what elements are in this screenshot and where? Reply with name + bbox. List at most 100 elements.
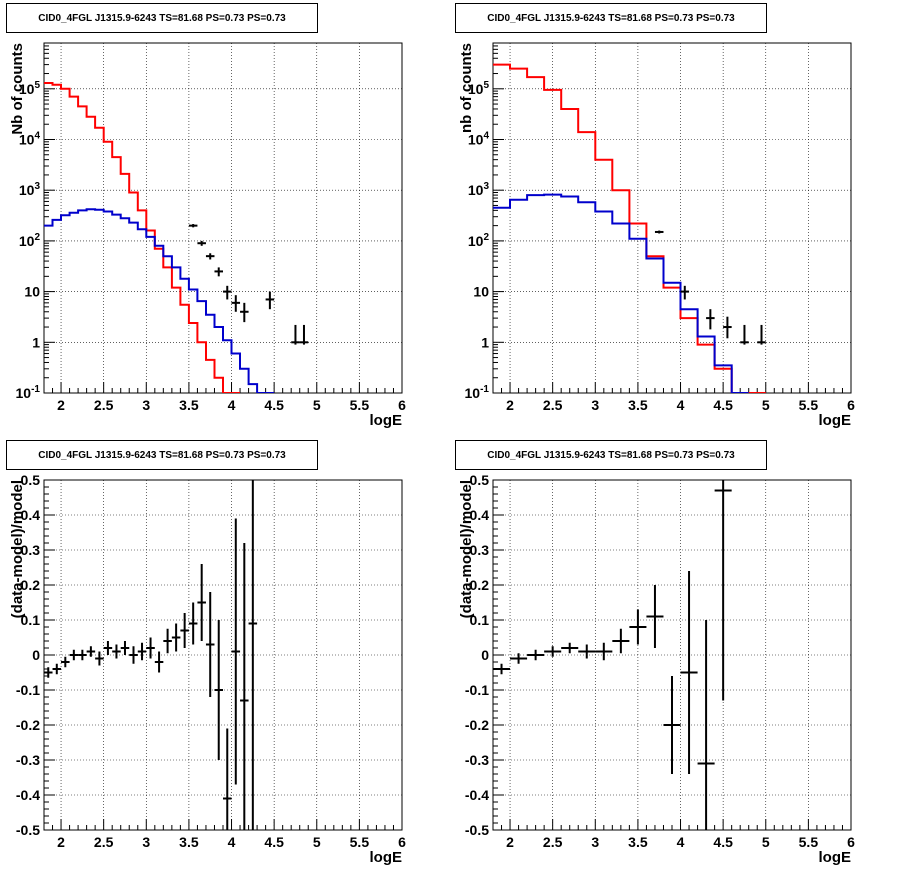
x-tick-label: 4.5 (264, 397, 284, 413)
residual-panel-left: 2 2.5 3 3.5 4 4.5 5 5.5 6 -0.5 -0.4 -0.3 -0.2 -0.1 0 0.… (0, 437, 449, 874)
x-tick-label: 4.5 (713, 397, 733, 413)
y-tick-label: -0.5 (465, 822, 489, 838)
x-tick-label: 4.5 (264, 834, 284, 850)
x-tick-label: 2 (57, 397, 65, 413)
x-tick-label: 4 (228, 834, 236, 850)
x-tick-label: 6 (847, 834, 855, 850)
x-tick-label: 5.5 (799, 397, 819, 413)
y-tick-label: 104 (19, 130, 41, 147)
y-tick-label: 1 (32, 334, 40, 350)
histogram-step-series (44, 82, 240, 393)
y-tick-label: -0.4 (16, 787, 40, 803)
x-tick-label: 2 (57, 834, 65, 850)
chart-title: CID0_4FGL J1315.9-6243 TS=81.68 PS=0.73 … (6, 440, 318, 470)
plot-area (493, 480, 732, 830)
residual-panel-right: 2 2.5 3 3.5 4 4.5 5 5.5 6 -0.5 -0.4 -0.3 -0.2 -0.1 0 0.… (449, 437, 898, 874)
y-tick-label: 105 (468, 80, 490, 97)
y-tick-label: 0.2 (21, 577, 41, 593)
x-tick-label: 4 (228, 397, 236, 413)
y-tick-label: 0.5 (21, 472, 41, 488)
x-tick-label: 5 (762, 397, 770, 413)
x-tick-label: 4 (677, 834, 685, 850)
x-tick-label: 3.5 (179, 834, 199, 850)
x-tick-label: 5 (313, 834, 321, 850)
x-tick-label: 2 (506, 834, 514, 850)
x-tick-label: 5.5 (350, 397, 370, 413)
x-tick-label: 2 (506, 397, 514, 413)
x-tick-label: 2.5 (543, 834, 563, 850)
y-tick-label: -0.3 (465, 752, 489, 768)
residual-chart-right: 2 2.5 3 3.5 4 4.5 5 5.5 6 -0.5 -0.4 -0.3 -0.2 -0.1 0 0.… (458, 472, 855, 866)
plot-frame (492, 42, 852, 394)
counts-chart-right: 2 2.5 3 3.5 4 4.5 5 5.5 6 10-1 1 10 102 103 104 105 logE… (458, 42, 855, 429)
y-tick-label: -0.3 (16, 752, 40, 768)
x-tick-label: 5 (313, 397, 321, 413)
x-tick-label: 6 (398, 397, 406, 413)
y-tick-label: 0 (481, 647, 489, 663)
y-axis-label: nb of counts (458, 43, 475, 133)
y-tick-label: 102 (19, 232, 41, 249)
y-axis-label: (data-model)/model (458, 480, 475, 618)
y-tick-label: 10 (24, 284, 40, 300)
chart-title: CID0_4FGL J1315.9-6243 TS=81.68 PS=0.73 … (6, 3, 318, 33)
y-tick-label: -0.2 (16, 717, 40, 733)
y-tick-label: 1 (481, 334, 489, 350)
y-tick-label: 0.5 (470, 472, 490, 488)
y-tick-label: 0.1 (470, 612, 490, 628)
x-tick-label: 4 (677, 397, 685, 413)
x-tick-label: 3.5 (628, 397, 648, 413)
plot-area (493, 63, 766, 393)
histogram-step-series (44, 208, 275, 393)
x-axis-label: logE (370, 412, 403, 429)
y-tick-label: 0.4 (470, 507, 490, 523)
y-tick-label: 0.1 (21, 612, 41, 628)
x-tick-label: 5.5 (799, 834, 819, 850)
y-tick-label: -0.1 (465, 682, 489, 698)
y-axis-label: Nb of counts (9, 43, 26, 135)
y-tick-label: 105 (19, 80, 41, 97)
y-tick-label: -0.2 (465, 717, 489, 733)
x-axis-label: logE (819, 849, 852, 866)
y-tick-label: 0.3 (470, 542, 490, 558)
chart-title: CID0_4FGL J1315.9-6243 TS=81.68 PS=0.73 … (455, 3, 767, 33)
histogram-step-series (493, 193, 749, 393)
x-axis-label: logE (819, 412, 852, 429)
counts-panel-left: 2 2.5 3 3.5 4 4.5 5 5.5 6 10-1 1 10 102 103 104 105 logE… (0, 0, 449, 437)
x-tick-label: 2.5 (543, 397, 563, 413)
y-tick-label: 10 (473, 284, 489, 300)
x-tick-label: 5.5 (350, 834, 370, 850)
y-tick-label: 103 (19, 181, 41, 198)
x-tick-label: 5 (762, 834, 770, 850)
x-tick-label: 4.5 (713, 834, 733, 850)
plot-frame (492, 479, 852, 831)
x-tick-label: 3.5 (179, 397, 199, 413)
y-tick-label: 102 (468, 232, 490, 249)
y-tick-label: -0.4 (465, 787, 489, 803)
chart-title: CID0_4FGL J1315.9-6243 TS=81.68 PS=0.73 … (455, 440, 767, 470)
x-tick-label: 3 (591, 834, 599, 850)
y-tick-label: 103 (468, 181, 490, 198)
y-tick-label: 10-1 (16, 384, 41, 401)
x-tick-label: 3.5 (628, 834, 648, 850)
counts-panel-right: 2 2.5 3 3.5 4 4.5 5 5.5 6 10-1 1 10 102 103 104 105 logE… (449, 0, 898, 437)
x-axis-label: logE (370, 849, 403, 866)
x-tick-label: 6 (847, 397, 855, 413)
y-tick-label: 0.2 (470, 577, 490, 593)
plot-frame (43, 479, 403, 831)
plot-area (44, 480, 258, 830)
counts-chart-left: 2 2.5 3 3.5 4 4.5 5 5.5 6 10-1 1 10 102 103 104 105 logE… (9, 42, 406, 429)
y-tick-label: 104 (468, 130, 490, 147)
x-tick-label: 3 (142, 397, 150, 413)
x-tick-label: 2.5 (94, 397, 114, 413)
x-tick-label: 3 (591, 397, 599, 413)
y-tick-label: 0.4 (21, 507, 41, 523)
y-tick-label: -0.1 (16, 682, 40, 698)
y-axis-label: (data-model)/model (9, 480, 26, 618)
y-tick-label: 0 (32, 647, 40, 663)
x-tick-label: 6 (398, 834, 406, 850)
x-tick-label: 3 (142, 834, 150, 850)
y-tick-label: 0.3 (21, 542, 41, 558)
residual-chart-left: 2 2.5 3 3.5 4 4.5 5 5.5 6 -0.5 -0.4 -0.3 -0.2 -0.1 0 0.… (9, 472, 406, 866)
y-tick-label: -0.5 (16, 822, 40, 838)
x-tick-label: 2.5 (94, 834, 114, 850)
